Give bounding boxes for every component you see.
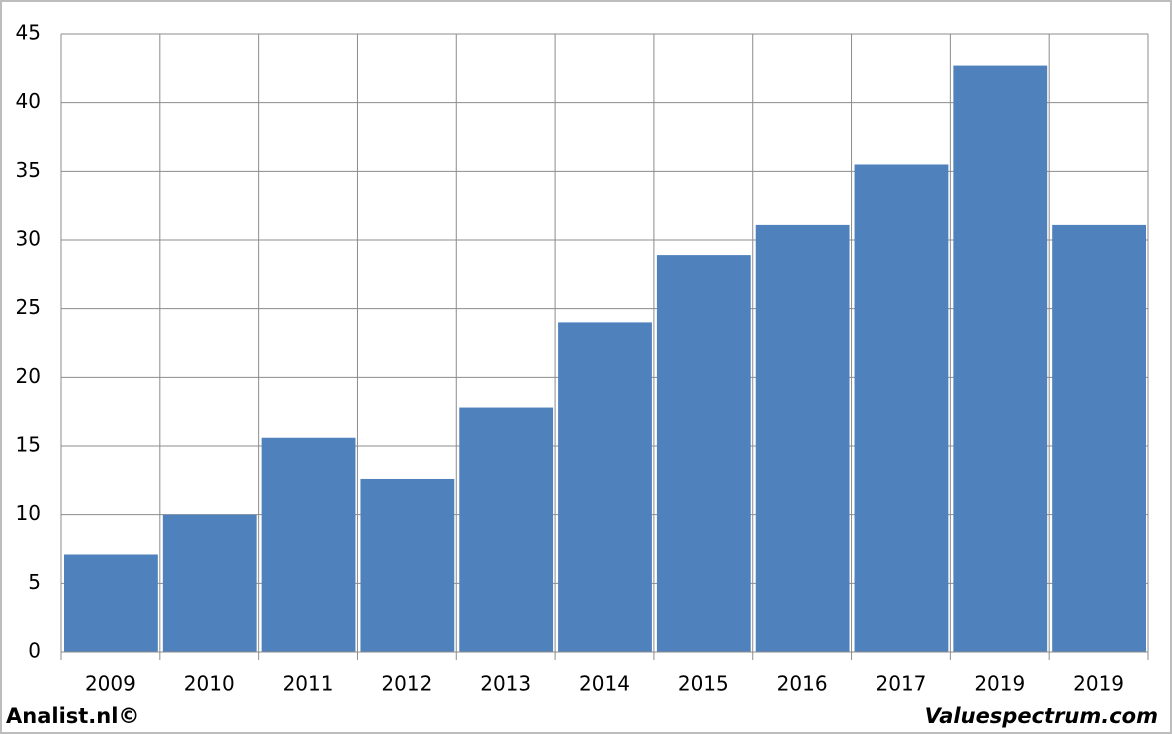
x-tick-label: 2013 xyxy=(480,672,531,696)
x-tick-label: 2015 xyxy=(678,672,729,696)
x-tick-label: 2009 xyxy=(85,672,136,696)
x-tick-label: 2014 xyxy=(579,672,630,696)
y-tick-label: 40 xyxy=(16,89,41,113)
y-tick-label: 30 xyxy=(16,227,41,251)
y-tick-label: 20 xyxy=(16,364,41,388)
footer-left: Analist.nl© xyxy=(6,704,139,728)
y-tick-label: 15 xyxy=(16,433,41,457)
bar xyxy=(656,255,751,652)
bar xyxy=(162,514,257,652)
x-tick-label: 2012 xyxy=(381,672,432,696)
y-tick-label: 25 xyxy=(16,295,41,319)
y-tick-label: 35 xyxy=(16,158,41,182)
x-tick-label: 2016 xyxy=(777,672,828,696)
y-tick-label: 5 xyxy=(28,570,41,594)
y-tick-label: 45 xyxy=(16,21,41,45)
x-tick-label: 2011 xyxy=(283,672,334,696)
y-tick-label: 10 xyxy=(16,501,41,525)
bar xyxy=(1052,224,1146,653)
y-tick-label: 0 xyxy=(28,639,41,663)
bar xyxy=(459,407,554,652)
bar xyxy=(755,224,850,653)
bar xyxy=(953,65,1048,652)
bar xyxy=(261,437,356,652)
bar xyxy=(558,322,652,652)
bar xyxy=(64,554,158,652)
bar xyxy=(360,478,455,652)
x-tick-label: 2017 xyxy=(876,672,927,696)
footer-right: Valuespectrum.com xyxy=(925,704,1158,728)
bar xyxy=(854,164,949,652)
x-tick-label: 2010 xyxy=(184,672,235,696)
x-tick-label: 2019 xyxy=(974,672,1025,696)
x-tick-label: 2019 xyxy=(1073,672,1124,696)
